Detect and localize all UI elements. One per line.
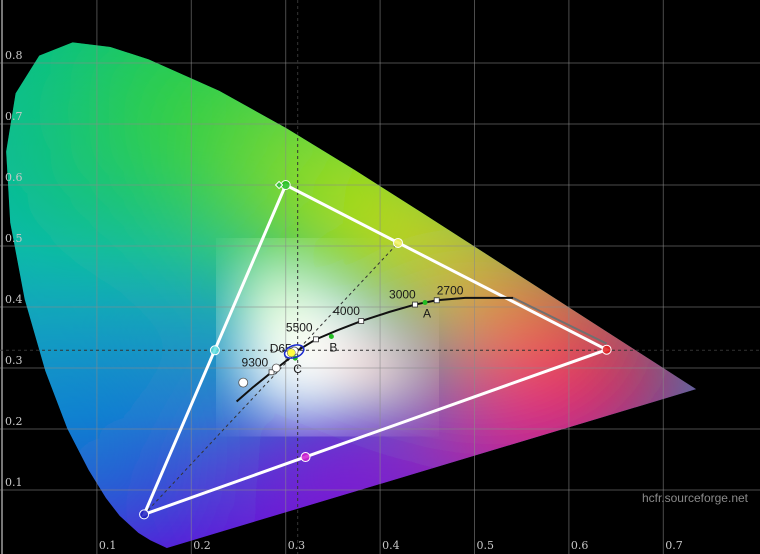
cct-marker	[313, 336, 319, 343]
y-tick-label: 0.4	[5, 293, 23, 306]
cct-marker	[358, 318, 365, 324]
x-tick-label: 0.3	[288, 539, 306, 552]
cct-marker	[268, 369, 275, 376]
x-tick-label: 0.7	[665, 539, 683, 552]
cct-marker	[412, 301, 418, 308]
y-tick-label: 0.2	[5, 415, 23, 428]
measured-white-point	[287, 348, 296, 357]
target-red-marker	[601, 344, 612, 355]
watermark: hcfr.sourceforge.net	[642, 491, 749, 505]
x-tick-label: 0.1	[99, 539, 117, 552]
target-yellow-marker	[393, 237, 404, 248]
y-tick-label: 0.5	[5, 232, 23, 245]
measured-gray-point	[271, 363, 281, 373]
x-tick-label: 0.2	[193, 539, 211, 552]
illuminant-marker	[422, 299, 428, 305]
target-cyan-marker	[209, 345, 220, 356]
cct-label: 5500	[286, 320, 313, 334]
blue-yellow-axis	[143, 242, 399, 515]
illuminant-label: C	[293, 362, 302, 376]
target-blue-marker	[139, 509, 150, 520]
y-tick-label: 0.8	[5, 49, 23, 62]
measured-green-marker	[274, 180, 284, 190]
gamut-line	[512, 296, 608, 345]
cct-label: 2700	[437, 283, 464, 297]
x-tick-label: 0.6	[571, 539, 589, 552]
illuminant-marker	[328, 334, 334, 340]
measured-gray-point	[238, 377, 249, 388]
y-tick-label: 0.1	[5, 476, 23, 489]
y-tick-label: 0.6	[5, 171, 23, 184]
cct-marker	[433, 297, 440, 304]
illuminant-label: A	[423, 306, 431, 320]
target-magenta-marker	[300, 452, 311, 463]
x-tick-label: 0.5	[477, 539, 495, 552]
x-tick-label: 0.4	[382, 539, 400, 552]
cct-label: 9300	[242, 355, 269, 369]
y-tick-label: 0.3	[5, 354, 23, 367]
cct-label: 4000	[333, 304, 360, 318]
white-tolerance-ellipse	[283, 344, 305, 359]
illuminant-label: B	[329, 341, 337, 355]
y-tick-label: 0.7	[5, 110, 23, 123]
cct-label: 3000	[389, 288, 416, 302]
